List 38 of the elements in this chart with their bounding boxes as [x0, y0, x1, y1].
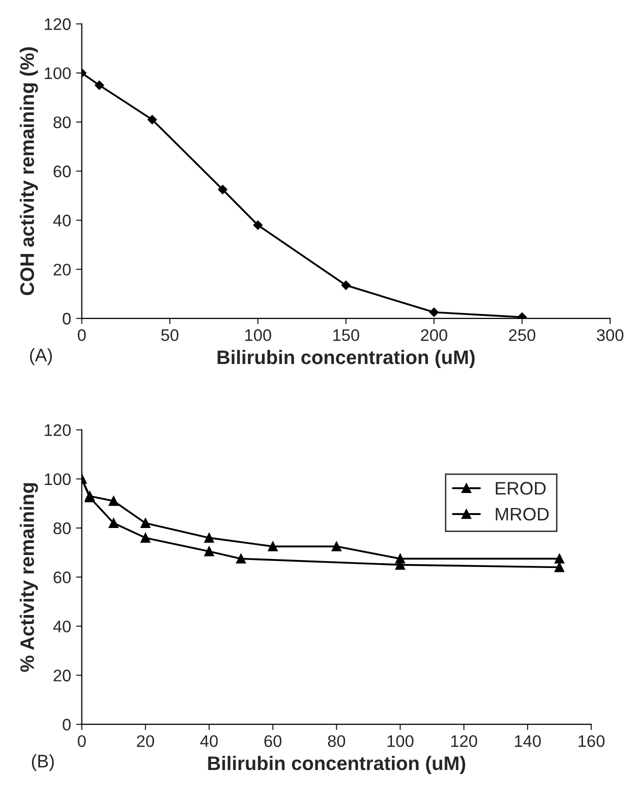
y-tick-label: 20 [54, 264, 71, 276]
y-tick-label: 60 [54, 166, 71, 178]
y-tick-label: 120 [44, 424, 71, 436]
y-tick-label: 80 [54, 116, 71, 128]
y-tick-label: 100 [44, 473, 71, 486]
y-tick-label: 0 [62, 718, 71, 731]
x-tick-label: 60 [264, 735, 282, 748]
y-tick-label: 60 [54, 572, 71, 584]
x-tick-label: 0 [78, 329, 86, 342]
x-tick-label: 250 [509, 329, 536, 342]
y-tick-label: 40 [53, 214, 71, 226]
y-tick-label: 0 [62, 312, 71, 325]
x-tick-label: 50 [161, 329, 178, 342]
legend-label: MROD [496, 508, 549, 521]
x-tick-label: 100 [245, 329, 272, 342]
x-tick-label: 120 [451, 735, 478, 748]
legend-label: EROD [496, 482, 546, 495]
y-axis-title: COH activity remaining (%) [20, 47, 38, 296]
x-tick-label: 150 [333, 329, 360, 342]
text: (B) [32, 754, 54, 772]
y-tick-label: 100 [44, 67, 71, 80]
x-tick-label: 300 [596, 329, 624, 342]
y-tick-label: 40 [53, 620, 71, 632]
x-tick-label: 160 [578, 735, 605, 748]
x-tick-label: 80 [328, 735, 346, 748]
x-tick-label: 40 [200, 735, 218, 748]
y-tick-label: 20 [54, 670, 71, 682]
x-tick-label: 200 [420, 329, 448, 342]
x-axis-title: Bilirubin concentration (uM) [208, 756, 466, 774]
x-tick-label: 100 [388, 735, 414, 748]
x-tick-label: 20 [137, 735, 154, 748]
text: (A) [30, 348, 52, 366]
y-tick-label: 120 [44, 18, 71, 30]
y-axis-title: % Activity remaining [20, 483, 38, 672]
x-tick-label: 0 [78, 735, 86, 748]
y-tick-label: 80 [54, 522, 71, 534]
x-tick-label: 140 [514, 735, 541, 748]
x-axis-title: Bilirubin concentration (uM) [218, 350, 475, 368]
